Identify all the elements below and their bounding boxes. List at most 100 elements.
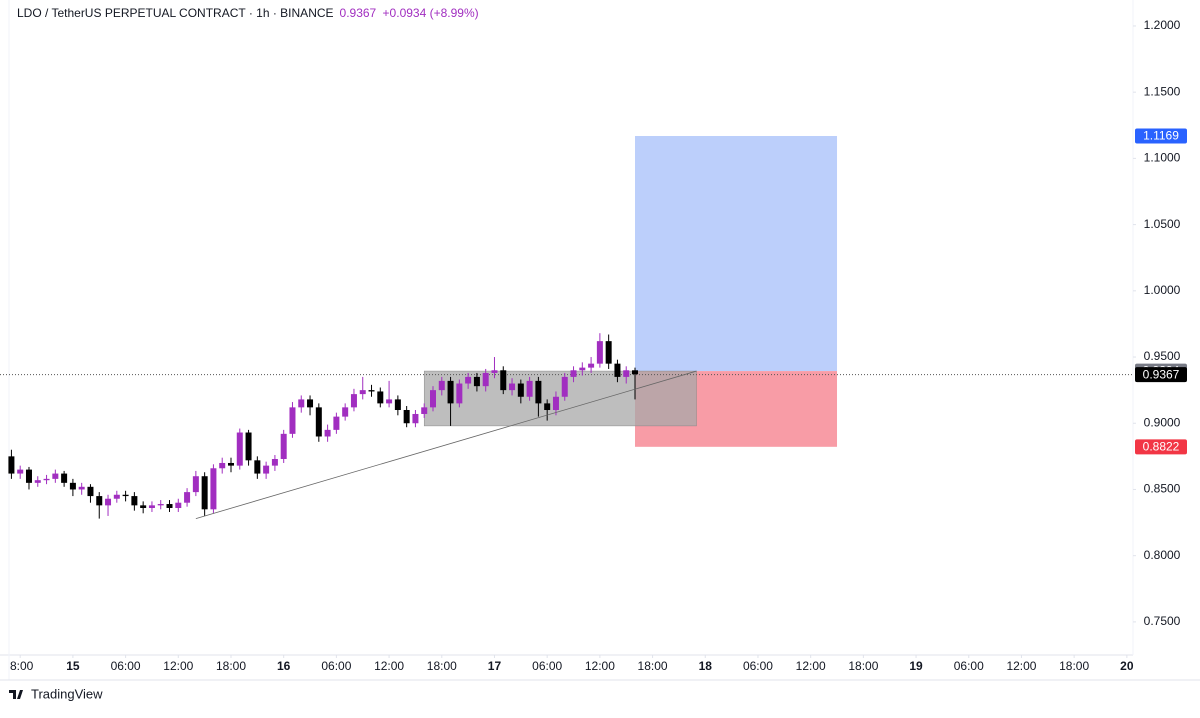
candle-body bbox=[359, 390, 366, 395]
candle-body bbox=[34, 480, 41, 483]
candle-body bbox=[254, 460, 261, 474]
candle-body bbox=[245, 432, 252, 461]
candle-body bbox=[333, 416, 340, 430]
candle-body bbox=[263, 465, 270, 474]
candle-body bbox=[219, 462, 226, 469]
x-tick-label: 18:00 bbox=[1059, 659, 1089, 673]
y-tick-label: 1.1000 bbox=[1144, 151, 1181, 165]
candle-body bbox=[78, 486, 85, 490]
x-tick-label: 19 bbox=[909, 659, 923, 673]
candle-body bbox=[561, 376, 568, 397]
candle-body bbox=[412, 413, 419, 424]
candle-body bbox=[570, 370, 577, 377]
candle-body bbox=[227, 462, 234, 466]
candle-body bbox=[69, 482, 76, 490]
candle-body bbox=[386, 399, 393, 404]
candle-body bbox=[552, 396, 559, 411]
x-tick-label: 18:00 bbox=[638, 659, 668, 673]
x-tick-label: 06:00 bbox=[954, 659, 984, 673]
x-tick-label: 06:00 bbox=[111, 659, 141, 673]
candle-body bbox=[614, 363, 621, 377]
candle-body bbox=[61, 473, 68, 483]
candle-body bbox=[105, 498, 112, 506]
x-tick-label: 15 bbox=[66, 659, 80, 673]
price-tag bbox=[1135, 367, 1187, 383]
candle-body bbox=[368, 390, 375, 392]
candle-body bbox=[148, 505, 155, 509]
y-tick-label: 1.2000 bbox=[1144, 18, 1181, 32]
candle-body bbox=[342, 407, 349, 417]
candle-body bbox=[96, 496, 103, 506]
candle-body bbox=[350, 394, 357, 408]
candle-body bbox=[588, 363, 595, 368]
candle-body bbox=[429, 390, 436, 408]
candle-body bbox=[192, 476, 199, 493]
candle-body bbox=[315, 407, 322, 437]
candle-body bbox=[605, 341, 612, 364]
candle-body bbox=[43, 478, 50, 481]
x-tick-label: 06:00 bbox=[321, 659, 351, 673]
candle-body bbox=[579, 367, 586, 371]
x-tick-label: 18:00 bbox=[427, 659, 457, 673]
price-tag-label: 0.9367 bbox=[1143, 367, 1180, 381]
x-tick-label: 18:00 bbox=[848, 659, 878, 673]
price-tag bbox=[1135, 128, 1187, 144]
candle-body bbox=[140, 505, 147, 509]
candle-body bbox=[236, 432, 243, 466]
candle-body bbox=[166, 504, 173, 509]
candle-body bbox=[298, 399, 305, 408]
x-tick-label: 12:00 bbox=[163, 659, 193, 673]
y-tick-label: 1.0000 bbox=[1144, 283, 1181, 297]
candle-body bbox=[517, 383, 524, 397]
header-change: +0.0934 (+8.99%) bbox=[383, 6, 479, 20]
candle-body bbox=[456, 383, 463, 404]
candle-body bbox=[596, 341, 603, 364]
brand: TradingView bbox=[31, 686, 103, 701]
candle-body bbox=[394, 399, 401, 411]
candle-body bbox=[8, 456, 15, 474]
candle-body bbox=[87, 486, 94, 497]
candle-body bbox=[271, 459, 278, 466]
y-tick-label: 1.1500 bbox=[1144, 84, 1181, 98]
candle-body bbox=[509, 383, 516, 391]
candle-body bbox=[131, 496, 138, 506]
candle-body bbox=[482, 372, 489, 387]
y-tick-label: 0.8000 bbox=[1144, 548, 1181, 562]
candle-body bbox=[307, 399, 314, 408]
y-tick-label: 0.9000 bbox=[1144, 415, 1181, 429]
candle-body bbox=[289, 407, 296, 434]
header-price: 0.9367 bbox=[340, 6, 377, 20]
candle-body bbox=[157, 504, 164, 506]
x-tick-label: 18 bbox=[699, 659, 713, 673]
candle-body bbox=[500, 370, 507, 391]
candle-body bbox=[421, 407, 428, 414]
y-tick-label: 0.9500 bbox=[1144, 349, 1181, 363]
x-tick-label: 06:00 bbox=[532, 659, 562, 673]
brand-logo bbox=[9, 690, 23, 699]
candle-body bbox=[473, 376, 480, 387]
x-tick-label: 8:00 bbox=[10, 659, 34, 673]
candle-body bbox=[184, 492, 191, 503]
candle-body bbox=[201, 476, 208, 510]
candle-body bbox=[544, 403, 551, 411]
y-tick-label: 0.8500 bbox=[1144, 482, 1181, 496]
candle-body bbox=[447, 380, 454, 404]
price-tag-label: 0.8822 bbox=[1143, 439, 1180, 453]
target-zone bbox=[635, 136, 838, 372]
trendline bbox=[195, 370, 697, 519]
x-tick-label: 18:00 bbox=[216, 659, 246, 673]
candle-body bbox=[122, 494, 129, 497]
candle-body bbox=[491, 370, 498, 373]
candle-body bbox=[526, 380, 533, 397]
candle-body bbox=[113, 494, 120, 499]
x-tick-label: 17 bbox=[488, 659, 502, 673]
candle-body bbox=[377, 391, 384, 404]
candle-body bbox=[210, 468, 217, 510]
candle-body bbox=[465, 376, 472, 384]
candle-body bbox=[623, 370, 630, 377]
candle-body bbox=[25, 469, 32, 483]
candle-body bbox=[175, 502, 182, 509]
candle-body bbox=[280, 433, 287, 460]
